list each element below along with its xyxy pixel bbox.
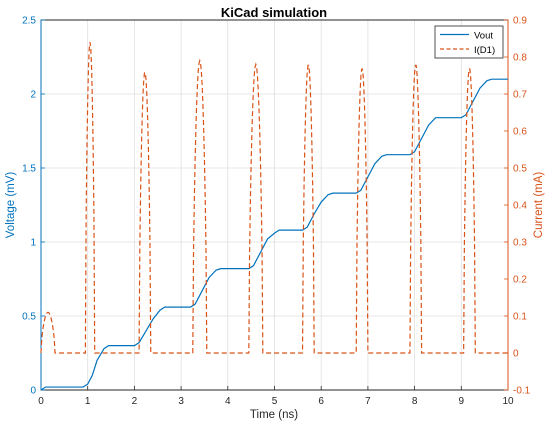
y-right-tick-label: 0.1 xyxy=(513,312,527,323)
series-line-id1 xyxy=(40,42,508,354)
y-right-tick-label: 0 xyxy=(513,349,519,360)
legend-label-id1: I(D1) xyxy=(474,45,495,56)
series-line-vout xyxy=(40,78,508,391)
x-axis-label: Time (ns) xyxy=(250,409,298,421)
y-axis-right-label: Current (mA) xyxy=(533,172,545,239)
y-right-tick-label: 0.3 xyxy=(513,238,527,249)
y-right-tick-label: 0.4 xyxy=(513,201,527,212)
y-right-tick-label: 0.6 xyxy=(513,127,527,138)
x-tick-label: 6 xyxy=(318,396,324,407)
y-left-tick-label: 1 xyxy=(30,238,36,249)
y-right-tick-label: 0.8 xyxy=(513,53,527,64)
x-tick-label: 3 xyxy=(178,396,184,407)
x-tick-label: 8 xyxy=(412,396,418,407)
y-axis-left-label: Voltage (mV) xyxy=(5,172,17,239)
y-left-tick-label: 0 xyxy=(30,386,36,397)
y-right-tick-label: 0.5 xyxy=(513,164,527,175)
grid xyxy=(41,20,508,390)
x-tick-label: 5 xyxy=(272,396,278,407)
series-group xyxy=(40,42,508,391)
y-left-tick-label: 2.5 xyxy=(22,16,36,27)
x-axis: 0 1 2 3 4 5 6 7 8 9 10 xyxy=(38,386,514,407)
x-tick-label: 7 xyxy=(365,396,371,407)
y-axis-right: -0.1 0 0.1 0.2 0.3 0.4 0.5 0.6 0.7 0.8 0.9 xyxy=(504,16,531,397)
legend: Vout I(D1) xyxy=(434,25,504,59)
y-right-tick-label: 0.2 xyxy=(513,275,527,286)
x-tick-label: 10 xyxy=(502,396,514,407)
x-tick-label: 9 xyxy=(459,396,465,407)
y-right-tick-label: -0.1 xyxy=(513,386,531,397)
x-tick-label: 0 xyxy=(38,396,44,407)
x-tick-label: 4 xyxy=(225,396,231,407)
legend-label-vout: Vout xyxy=(474,31,493,42)
y-left-tick-label: 2 xyxy=(30,90,36,101)
y-left-tick-label: 1.5 xyxy=(22,164,36,175)
x-tick-label: 2 xyxy=(132,396,138,407)
y-right-tick-label: 0.9 xyxy=(513,16,527,27)
x-tick-label: 1 xyxy=(85,396,91,407)
y-axis-left: 0 0.5 1 1.5 2 2.5 xyxy=(22,16,45,397)
y-left-tick-label: 0.5 xyxy=(22,312,36,323)
y-right-tick-label: 0.7 xyxy=(513,90,527,101)
legend-box xyxy=(434,25,504,59)
chart-title: KiCad simulation xyxy=(221,5,327,20)
